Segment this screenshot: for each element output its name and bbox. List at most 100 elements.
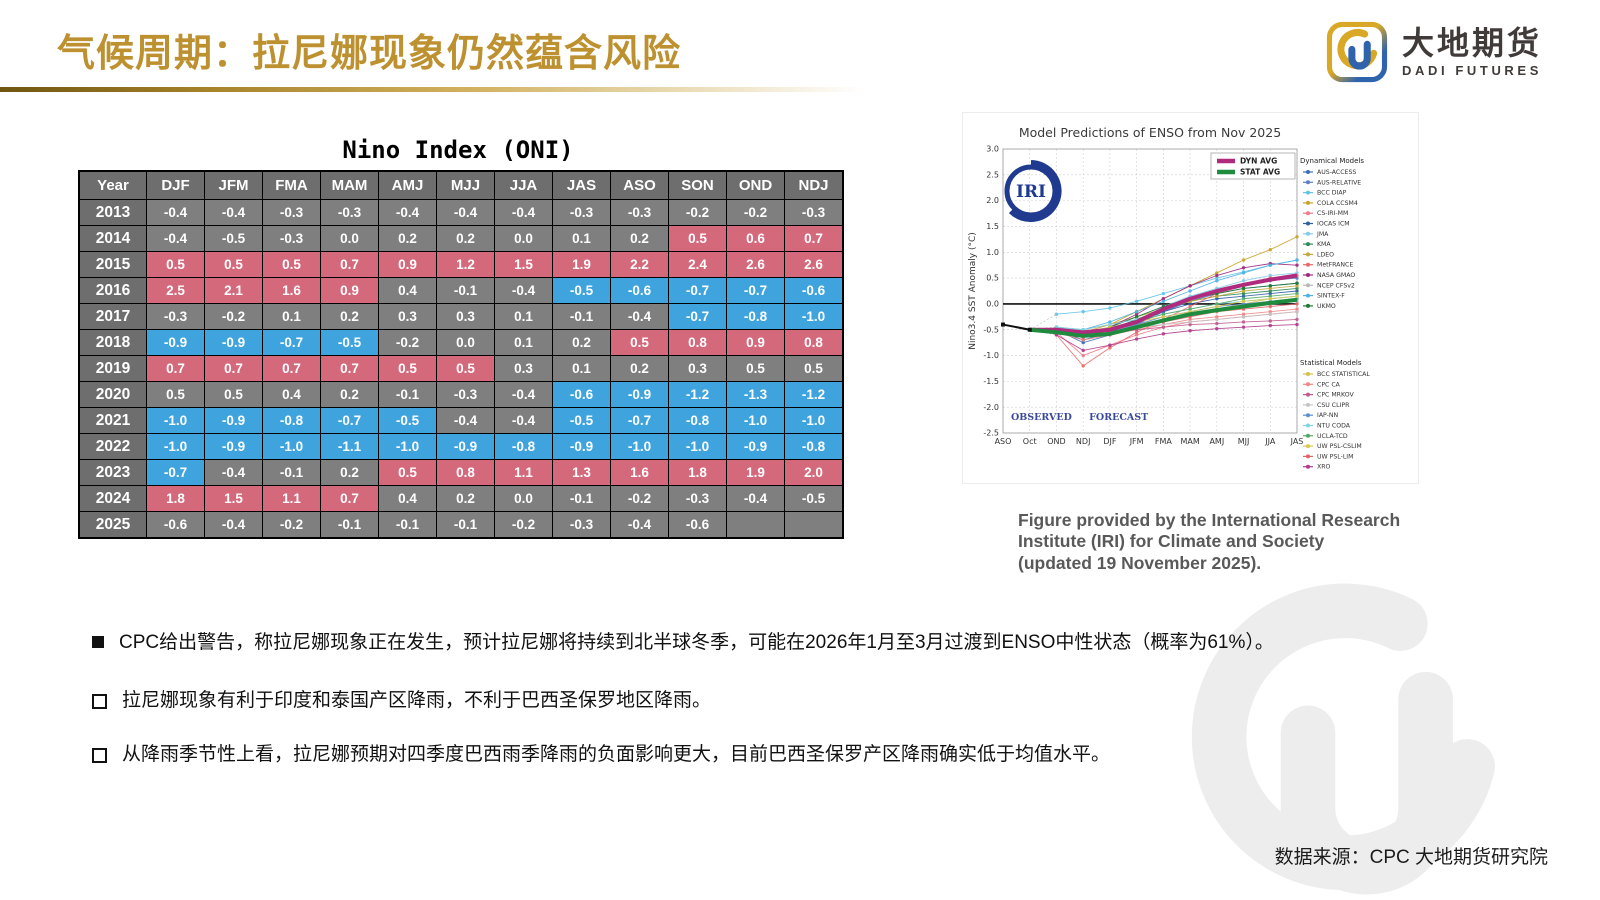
oni-table-wrap: Year DJF JFM FMA MAM AMJ MJJ JJA JAS ASO SON OND NDJ… bbox=[78, 170, 844, 539]
oni-value-cell: -0.1 bbox=[378, 381, 437, 408]
chart-axis-labels: -2.5 -2.0 -1.5 -1.0 -0.5 0.0 0.5 1.0 1.5 2.0 2.5 3.… bbox=[983, 145, 1303, 446]
oni-value-cell: 0.2 bbox=[436, 225, 495, 252]
svg-text:CPC CA: CPC CA bbox=[1317, 381, 1341, 388]
oni-value-cell: 0.8 bbox=[784, 329, 844, 356]
table-header-cell: Year bbox=[78, 170, 147, 200]
table-header-cell: FMA bbox=[262, 170, 321, 200]
oni-value-cell: 0.5 bbox=[610, 329, 669, 356]
year-cell: 2017 bbox=[78, 303, 147, 330]
oni-value-cell: -0.6 bbox=[784, 277, 844, 304]
oni-value-cell: -0.2 bbox=[378, 329, 437, 356]
oni-value-cell: -0.9 bbox=[204, 407, 263, 434]
oni-value-cell: -0.8 bbox=[494, 433, 553, 460]
oni-value-cell: 0.7 bbox=[146, 355, 205, 382]
oni-value-cell: 2.6 bbox=[726, 251, 785, 278]
oni-value-cell: -1.2 bbox=[784, 381, 844, 408]
chart-series-line bbox=[1056, 308, 1298, 341]
oni-value-cell: -0.7 bbox=[262, 329, 321, 356]
chart-series-line bbox=[1056, 324, 1298, 351]
year-cell: 2024 bbox=[78, 485, 147, 512]
oni-value-cell bbox=[726, 511, 785, 539]
svg-text:LDEO: LDEO bbox=[1317, 251, 1334, 258]
svg-text:JAS: JAS bbox=[1290, 437, 1304, 446]
bullet-item: 拉尼娜现象有利于印度和泰国产区降雨，不利于巴西圣保罗地区降雨。 bbox=[92, 688, 1552, 714]
svg-text:NASA GMAO: NASA GMAO bbox=[1317, 272, 1355, 279]
average-line bbox=[1029, 297, 1298, 338]
oni-value-cell: 2.6 bbox=[784, 251, 844, 278]
table-header-row: Year DJF JFM FMA MAM AMJ MJJ JJA JAS ASO SON OND NDJ bbox=[78, 170, 844, 200]
svg-text:AMJ: AMJ bbox=[1209, 437, 1224, 446]
oni-table: Year DJF JFM FMA MAM AMJ MJJ JJA JAS ASO SON OND NDJ… bbox=[78, 170, 844, 539]
table-header-cell: OND bbox=[726, 170, 785, 200]
svg-text:UW PSL-LIM: UW PSL-LIM bbox=[1317, 453, 1353, 460]
svg-text:CPC MRKOV: CPC MRKOV bbox=[1317, 392, 1354, 399]
oni-value-cell: 0.5 bbox=[146, 251, 205, 278]
oni-value-cell: 0.0 bbox=[494, 225, 553, 252]
iri-logo: IRI bbox=[1004, 160, 1062, 222]
year-cell: 2025 bbox=[78, 511, 147, 539]
oni-value-cell: -0.5 bbox=[552, 277, 611, 304]
oni-value-cell: -0.1 bbox=[552, 303, 611, 330]
oni-value-cell: -0.8 bbox=[784, 433, 844, 460]
svg-text:BCC DIAP: BCC DIAP bbox=[1317, 190, 1347, 197]
year-cell: 2014 bbox=[78, 225, 147, 252]
oni-value-cell: 0.5 bbox=[784, 355, 844, 382]
oni-value-cell: -0.9 bbox=[726, 433, 785, 460]
oni-value-cell: 0.7 bbox=[320, 251, 379, 278]
svg-text:AUS-ACCESS: AUS-ACCESS bbox=[1317, 169, 1356, 176]
svg-text:-2.0: -2.0 bbox=[983, 403, 999, 412]
table-header-cell: AMJ bbox=[378, 170, 437, 200]
oni-value-cell: -0.4 bbox=[436, 407, 495, 434]
oni-value-cell: -0.3 bbox=[262, 225, 321, 252]
oni-value-cell: -0.1 bbox=[436, 511, 495, 539]
oni-value-cell: -1.0 bbox=[784, 303, 844, 330]
oni-value-cell: 0.7 bbox=[320, 355, 379, 382]
oni-value-cell: 0.5 bbox=[204, 251, 263, 278]
table-row: 2024 1.8 1.5 1.1 0.7 0.4 0.2 0.0 -0.1 -0.2 -0.3 -0.… bbox=[78, 485, 844, 512]
table-header-cell: JFM bbox=[204, 170, 263, 200]
oni-value-cell: -0.2 bbox=[668, 199, 727, 226]
oni-value-cell: -0.3 bbox=[320, 199, 379, 226]
oni-value-cell: 0.2 bbox=[610, 355, 669, 382]
oni-value-cell: 0.4 bbox=[378, 277, 437, 304]
oni-value-cell: -0.4 bbox=[146, 199, 205, 226]
svg-text:FMA: FMA bbox=[1155, 437, 1173, 446]
svg-text:-2.5: -2.5 bbox=[983, 429, 999, 438]
table-row: 2022 -1.0 -0.9 -1.0 -1.1 -1.0 -0.9 -0.8 -0.9 -1.0… bbox=[78, 433, 844, 460]
svg-text:BCC STATISTICAL: BCC STATISTICAL bbox=[1317, 371, 1370, 378]
oni-value-cell: 0.2 bbox=[320, 303, 379, 330]
oni-value-cell: 1.1 bbox=[262, 485, 321, 512]
oni-value-cell: 0.2 bbox=[320, 459, 379, 486]
year-cell: 2022 bbox=[78, 433, 147, 460]
oni-value-cell: -0.4 bbox=[204, 511, 263, 539]
year-cell: 2020 bbox=[78, 381, 147, 408]
oni-value-cell: -0.6 bbox=[552, 381, 611, 408]
oni-value-cell: 0.1 bbox=[552, 355, 611, 382]
bullet-text: 从降雨季节性上看，拉尼娜预期对四季度巴西雨季降雨的负面影响更大，目前巴西圣保罗产… bbox=[122, 744, 1111, 765]
svg-text:2.0: 2.0 bbox=[986, 196, 999, 205]
oni-value-cell: -1.0 bbox=[146, 433, 205, 460]
svg-text:-0.5: -0.5 bbox=[983, 325, 999, 334]
svg-text:MetFRANCE: MetFRANCE bbox=[1317, 262, 1353, 269]
oni-value-cell: -0.3 bbox=[552, 511, 611, 539]
oni-value-cell: -0.7 bbox=[610, 407, 669, 434]
oni-value-cell: -0.3 bbox=[668, 485, 727, 512]
oni-value-cell: 0.6 bbox=[726, 225, 785, 252]
oni-value-cell: -0.5 bbox=[552, 407, 611, 434]
oni-value-cell: -1.0 bbox=[378, 433, 437, 460]
forecast-label: FORECAST bbox=[1089, 412, 1148, 423]
oni-value-cell: 1.6 bbox=[610, 459, 669, 486]
oni-value-cell: 0.7 bbox=[784, 225, 844, 252]
chart-series-line bbox=[1056, 259, 1298, 331]
oni-value-cell: -1.0 bbox=[668, 433, 727, 460]
oni-value-cell: 0.0 bbox=[436, 329, 495, 356]
data-source-footer: 数据来源：CPC 大地期货研究院 bbox=[1274, 847, 1548, 868]
oni-value-cell: -1.0 bbox=[146, 407, 205, 434]
bullet-text: 拉尼娜现象有利于印度和泰国产区降雨，不利于巴西圣保罗地区降雨。 bbox=[122, 690, 712, 711]
year-cell: 2018 bbox=[78, 329, 147, 356]
oni-value-cell: -0.2 bbox=[726, 199, 785, 226]
oni-value-cell: -0.3 bbox=[610, 199, 669, 226]
oni-value-cell: 0.5 bbox=[378, 459, 437, 486]
oni-value-cell: -0.4 bbox=[494, 199, 553, 226]
